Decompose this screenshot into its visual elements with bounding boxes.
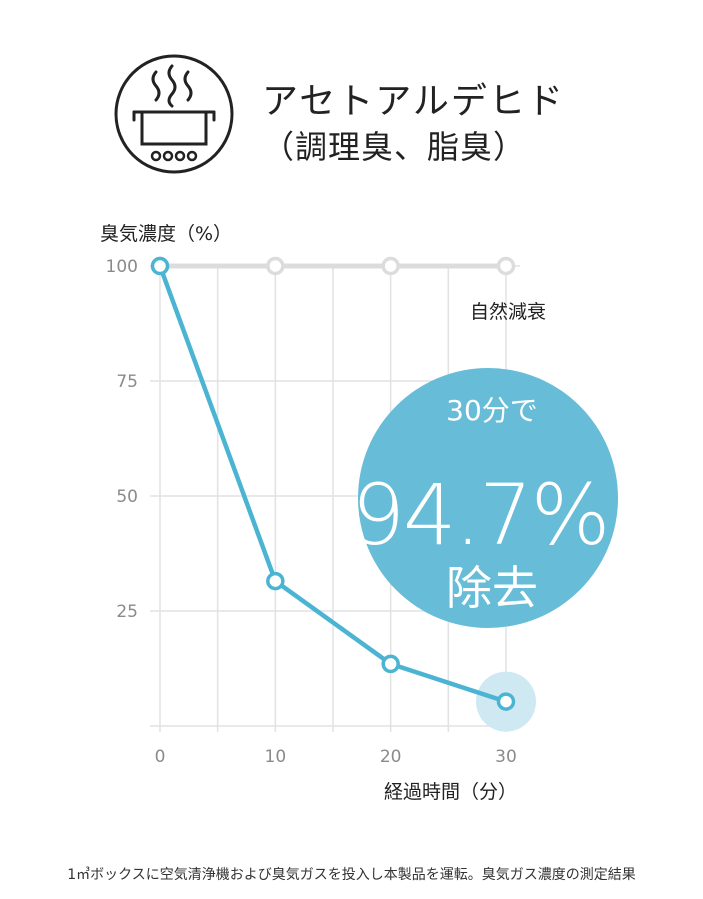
callout-value: 94.7%: [352, 466, 609, 564]
subtitle-close-paren: ）: [493, 128, 527, 166]
callout-line3: 除去: [446, 561, 538, 615]
y-tick-label: 25: [116, 602, 138, 622]
x-tick-label: 20: [380, 747, 402, 767]
data-point-natural-decay: [381, 256, 400, 276]
x-tick-label: 0: [155, 747, 166, 767]
y-tick-label: 50: [116, 487, 138, 507]
x-tick-label: 10: [265, 747, 287, 767]
y-axis-label: 臭気濃度（%）: [100, 223, 232, 245]
callout-line1: 30分で: [446, 394, 538, 427]
subtitle-open-paren: （: [262, 128, 296, 166]
cooking-pot-steam-icon: [114, 54, 234, 174]
legend-label-natural-decay: 自然減衰: [470, 301, 546, 323]
callout-circle: [358, 368, 618, 628]
series-line-main: [157, 265, 507, 704]
page-subtitle: （調理臭、脂臭）: [262, 122, 526, 168]
data-point-main: [496, 692, 516, 711]
footnote: 1㎥ボックスに空気清浄機および臭気ガスを投入し本製品を運転。臭気ガス濃度の測定結…: [67, 867, 636, 883]
x-axis-label: 経過時間（分）: [384, 781, 517, 803]
data-point-main: [381, 654, 400, 674]
y-tick-label: 75: [116, 372, 138, 392]
data-point-main: [150, 256, 170, 276]
page-title: アセトアルデヒド: [262, 81, 565, 122]
data-point-main: [266, 571, 285, 591]
subtitle-text: 調理臭、脂臭: [295, 128, 494, 166]
data-point-natural-decay: [496, 256, 516, 276]
line-chart: 100 75 50 25 0 10 20 30 臭気濃度（%） 経過時間（分） 自然減衰 30分で 94…: [100, 223, 618, 803]
y-tick-label: 100: [106, 257, 138, 277]
x-tick-label: 30: [495, 747, 517, 767]
data-point-natural-decay: [266, 256, 285, 276]
